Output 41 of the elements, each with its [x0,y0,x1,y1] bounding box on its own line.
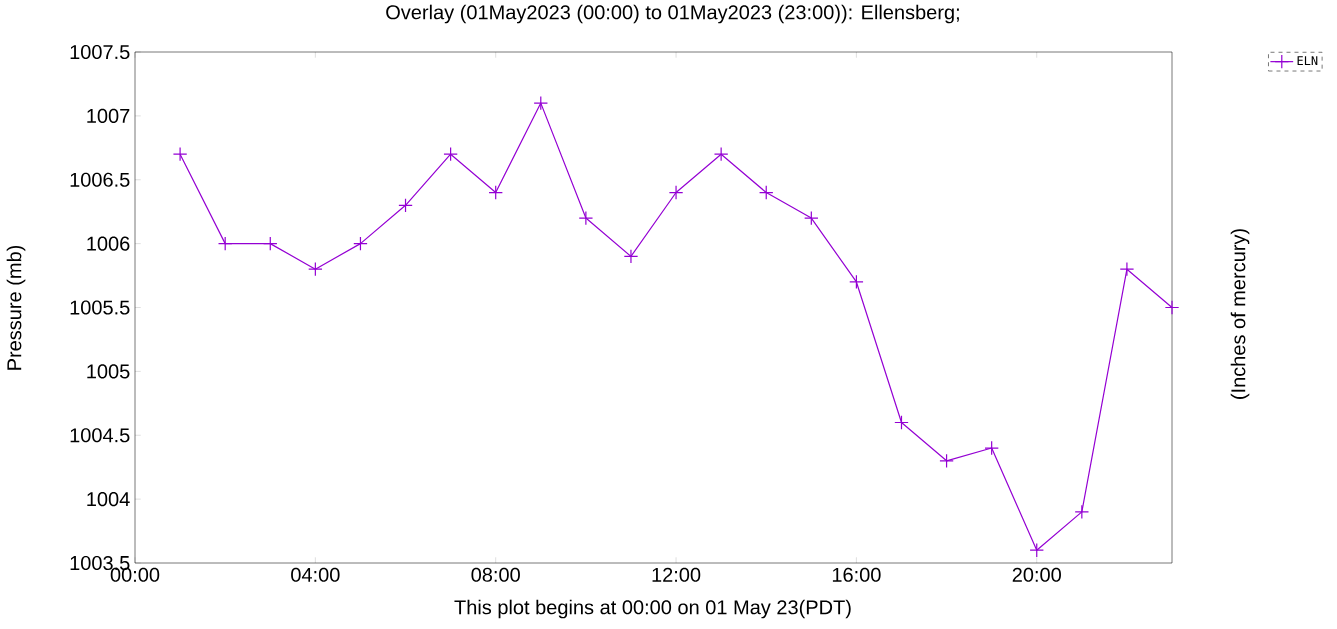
point [217,236,233,251]
point [1164,300,1180,315]
point [533,95,549,111]
y-tick-label: 1004.5 [70,428,130,443]
x-tick-label: 20:00 [1012,567,1061,582]
y-tick-label: 1007.5 [70,44,130,60]
legend-label: ELN [1297,56,1318,66]
x-tick-label: 16:00 [832,567,881,582]
point [894,415,909,430]
point [804,210,819,226]
x-axis-title: This plot begins at 00:00 on 01 May 23(PDT) [454,599,851,619]
x-tick-label: 04:00 [291,567,340,582]
y2-axis-title: (Inches of mercury) [1230,229,1250,399]
y-tick-label: 1006 [87,236,130,251]
y-tick-label: 1004 [87,492,130,507]
y-tick-label: 1005.5 [70,300,130,315]
point [172,146,188,162]
point [1074,504,1090,520]
point [398,198,413,213]
y-tick-label: 1007 [87,108,130,123]
point [758,185,774,200]
y-tick-label: 1005 [87,364,130,379]
point [984,440,999,456]
point [488,185,503,200]
point [623,249,639,264]
point [713,146,729,162]
point [1029,542,1045,558]
point [308,261,323,277]
y-tick-label: 1006.5 [70,172,130,187]
y-axis-title: Pressure (mb) [6,245,26,370]
point [263,236,278,251]
point [353,236,368,251]
x-tick-label: 12:00 [652,567,701,582]
point [668,185,684,200]
chart-title: Overlay (01May2023 (00:00) to 01May2023 (23:00)): Ellensberg; [386,4,959,24]
point [939,453,954,469]
point [1119,261,1135,277]
point [849,274,864,290]
point [443,146,458,162]
x-tick-label: 08:00 [471,567,520,582]
point [578,210,594,226]
